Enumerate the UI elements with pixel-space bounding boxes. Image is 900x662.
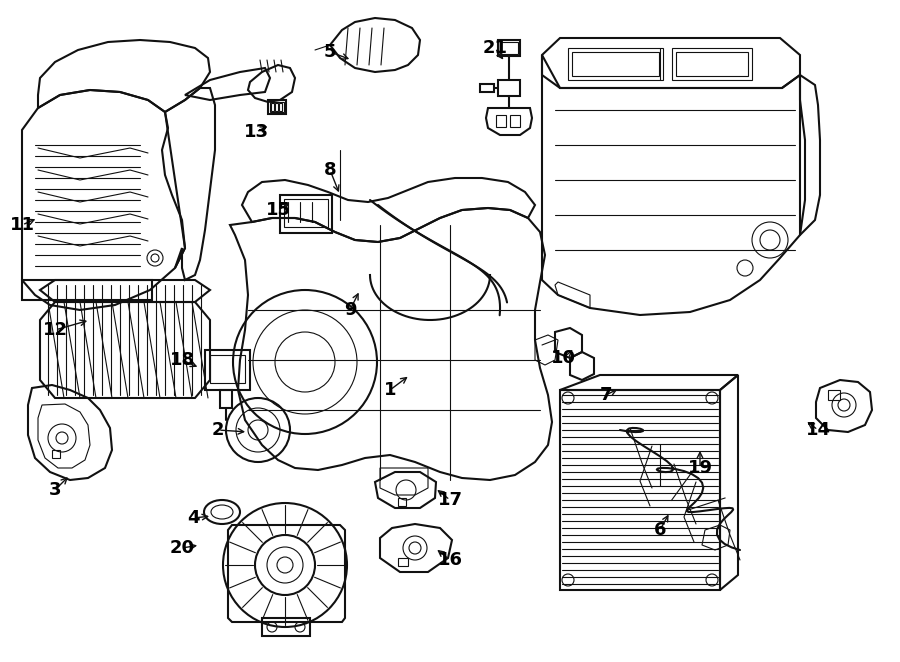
Bar xyxy=(271,103,274,111)
Text: 9: 9 xyxy=(344,301,356,319)
Text: 12: 12 xyxy=(42,321,68,339)
Bar xyxy=(262,618,310,636)
Text: 8: 8 xyxy=(324,161,337,179)
Bar xyxy=(676,52,748,76)
Bar xyxy=(398,558,408,566)
Bar xyxy=(270,102,284,112)
Text: 2: 2 xyxy=(212,421,224,439)
Bar xyxy=(828,390,840,400)
Text: 4: 4 xyxy=(187,509,199,527)
Text: 11: 11 xyxy=(10,216,34,234)
Text: 3: 3 xyxy=(49,481,61,499)
Bar xyxy=(498,40,520,56)
Bar xyxy=(510,115,520,127)
Bar xyxy=(280,195,332,233)
Text: 21: 21 xyxy=(482,39,508,57)
Bar xyxy=(205,350,250,390)
Bar xyxy=(22,280,152,300)
Bar xyxy=(500,42,518,54)
Bar xyxy=(572,52,659,76)
Text: 7: 7 xyxy=(599,386,612,404)
Bar xyxy=(480,84,494,92)
Bar xyxy=(284,199,328,227)
Text: 15: 15 xyxy=(266,201,291,219)
Bar xyxy=(220,390,232,408)
Text: 14: 14 xyxy=(806,421,831,439)
Bar xyxy=(568,48,663,80)
Text: 19: 19 xyxy=(688,459,713,477)
Text: 16: 16 xyxy=(437,551,463,569)
Bar xyxy=(496,115,506,127)
Text: 5: 5 xyxy=(324,43,337,61)
Text: 10: 10 xyxy=(551,349,575,367)
Bar xyxy=(279,103,282,111)
Bar xyxy=(560,390,720,590)
Text: 20: 20 xyxy=(169,539,194,557)
Bar xyxy=(498,80,520,96)
Text: 13: 13 xyxy=(244,123,268,141)
Text: 1: 1 xyxy=(383,381,396,399)
Bar xyxy=(268,100,286,114)
Text: 17: 17 xyxy=(437,491,463,509)
Text: 18: 18 xyxy=(169,351,194,369)
Bar xyxy=(275,103,278,111)
Bar xyxy=(210,355,245,383)
Bar xyxy=(52,450,60,458)
Bar xyxy=(672,48,752,80)
Text: 6: 6 xyxy=(653,521,666,539)
Bar xyxy=(398,498,406,506)
